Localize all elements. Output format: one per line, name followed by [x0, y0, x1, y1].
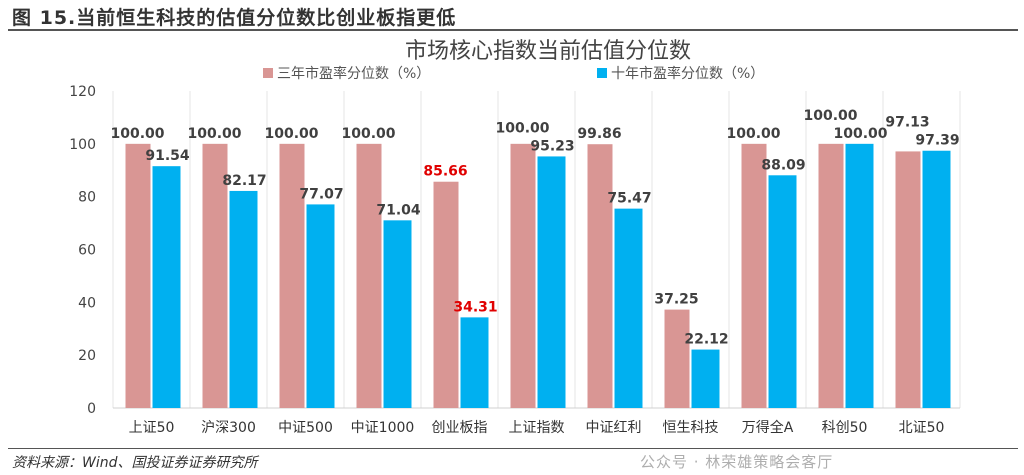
x-tick-label: 沪深300 [201, 420, 256, 436]
source-note: 资料来源：Wind、国投证券证券研究所 [12, 455, 258, 471]
bar-ten-year [768, 175, 797, 408]
bar-ten-year [845, 143, 874, 409]
figure-title: 图 15.当前恒生科技的估值分位数比创业板指更低 [12, 7, 457, 29]
data-label-ten-year: 97.39 [915, 133, 959, 149]
watermark: 公众号 · 林荣雄策略会客厅 [640, 453, 834, 471]
legend-swatch-three-year [263, 68, 273, 78]
bar-three-year [279, 143, 305, 409]
data-label-three-year: 100.00 [803, 108, 857, 124]
bar-ten-year [229, 190, 258, 408]
bar-ten-year [922, 150, 951, 408]
bar-ten-year [537, 156, 566, 408]
bar-ten-year [614, 208, 643, 408]
x-tick-label: 上证指数 [509, 420, 565, 436]
data-label-three-year: 100.00 [187, 126, 241, 142]
bar-three-year [895, 151, 921, 408]
bar-three-year [433, 181, 459, 408]
bar-three-year [510, 143, 536, 409]
bar-ten-year [460, 317, 489, 408]
data-label-ten-year: 95.23 [530, 138, 574, 154]
bar-ten-year [152, 166, 181, 408]
data-label-ten-year: 100.00 [833, 126, 887, 142]
data-label-ten-year: 71.04 [376, 202, 421, 218]
bar-three-year [664, 309, 690, 408]
y-tick-label: 60 [78, 243, 96, 259]
x-tick-label: 上证50 [129, 420, 175, 436]
data-label-ten-year: 75.47 [607, 191, 651, 207]
bar-ten-year [306, 204, 335, 408]
bar-three-year [356, 143, 382, 409]
data-label-ten-year: 22.12 [684, 332, 728, 348]
y-tick-label: 100 [69, 137, 96, 153]
legend-label-three-year: 三年市盈率分位数（%） [277, 65, 430, 82]
bar-three-year [125, 143, 151, 409]
data-label-three-year: 99.86 [577, 126, 621, 142]
data-label-ten-year: 88.09 [761, 157, 805, 173]
y-tick-label: 0 [87, 401, 96, 417]
data-label-three-year: 100.00 [495, 120, 549, 136]
x-tick-label: 中证红利 [586, 420, 642, 436]
x-tick-label: 中证500 [278, 420, 333, 436]
x-tick-label: 中证1000 [351, 420, 415, 436]
legend-label-ten-year: 十年市盈率分位数（%） [611, 65, 764, 82]
footer-rule [8, 448, 1018, 449]
bar-three-year [741, 143, 767, 409]
data-label-three-year: 100.00 [341, 126, 395, 142]
data-label-three-year: 85.66 [423, 164, 467, 180]
data-label-ten-year: 91.54 [145, 148, 190, 164]
title-rule [8, 29, 1018, 31]
data-label-three-year: 100.00 [110, 126, 164, 142]
chart-title: 市场核心指数当前估值分位数 [405, 39, 691, 64]
x-tick-label: 恒生科技 [663, 420, 719, 436]
y-tick-label: 40 [78, 295, 96, 311]
bar-ten-year [383, 220, 412, 408]
legend-swatch-ten-year [597, 68, 607, 78]
x-tick-label: 万得全A [742, 419, 794, 436]
y-tick-label: 80 [78, 190, 96, 206]
data-label-three-year: 37.25 [654, 292, 698, 308]
data-label-three-year: 100.00 [264, 126, 318, 142]
x-tick-label: 科创50 [822, 420, 868, 436]
data-label-ten-year: 77.07 [299, 186, 343, 202]
x-tick-label: 北证50 [899, 420, 945, 436]
bar-ten-year [691, 349, 720, 408]
data-label-three-year: 97.13 [885, 115, 929, 131]
x-tick-label: 创业板指 [432, 420, 488, 436]
y-tick-label: 20 [78, 348, 96, 364]
data-label-ten-year: 82.17 [222, 173, 266, 189]
y-tick-label: 120 [69, 84, 96, 100]
data-label-three-year: 100.00 [726, 126, 780, 142]
bar-three-year [587, 144, 613, 408]
bar-three-year [818, 143, 844, 409]
bar-three-year [202, 143, 228, 409]
data-label-ten-year: 34.31 [453, 299, 497, 315]
